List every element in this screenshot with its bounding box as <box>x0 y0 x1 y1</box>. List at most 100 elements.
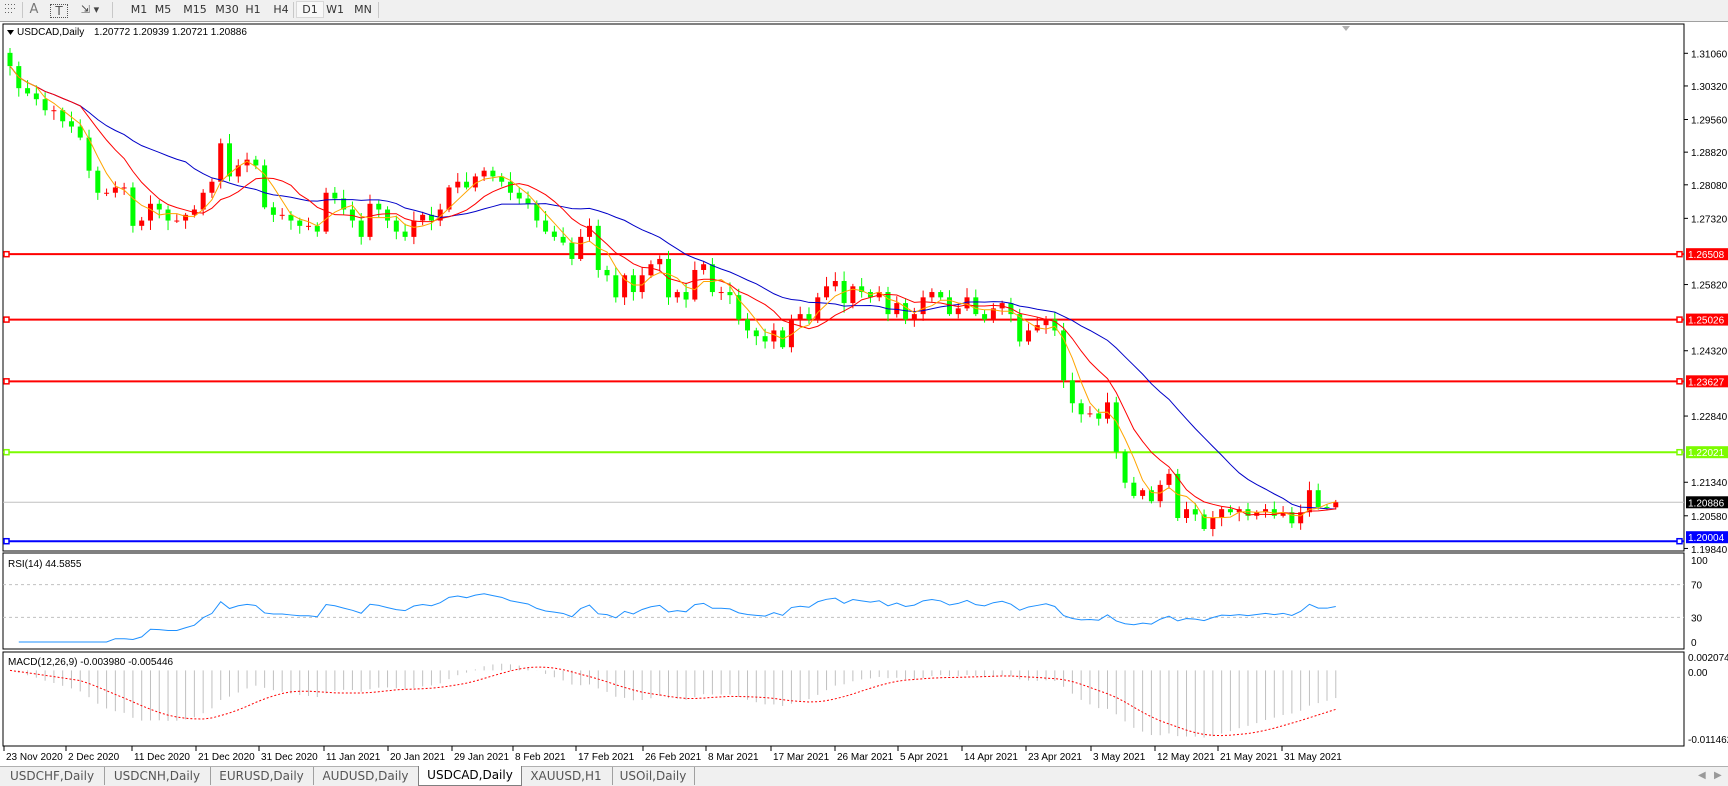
line-anchor-handle[interactable] <box>1676 316 1683 323</box>
tab-scroll-right-icon[interactable]: ▶ <box>1714 770 1722 781</box>
candle-body <box>771 330 777 342</box>
price-pane[interactable]: 1.31060 1.30320 1.29560 1.28820 1.28080 1.273… <box>2 23 1728 556</box>
line-anchor-handle[interactable] <box>1676 448 1683 456</box>
candle-body <box>314 225 320 232</box>
candle <box>516 187 522 205</box>
candle-body <box>1087 413 1093 415</box>
candle-body <box>270 207 276 215</box>
candle-body <box>1078 403 1084 415</box>
date-label: 21 Dec 2020 <box>198 752 255 763</box>
timeframe-m15[interactable]: M15 <box>183 3 207 16</box>
bid-price-label: 1.20886 <box>1688 498 1725 509</box>
line-anchor-handle[interactable] <box>1676 537 1683 545</box>
toolbar-separator <box>112 2 113 18</box>
candle-body <box>499 176 505 182</box>
candle <box>1184 501 1190 523</box>
candle-body <box>1184 509 1190 518</box>
candle <box>1061 322 1067 388</box>
chart-tab[interactable]: XAUUSD,H1 <box>520 767 613 785</box>
rsi-pane-frame <box>2 552 1685 650</box>
timeframe-w1[interactable]: W1 <box>326 3 344 16</box>
candle-body <box>894 303 900 315</box>
chart-tab[interactable]: AUDUSD,Daily <box>313 767 419 785</box>
candle <box>824 276 830 301</box>
candle <box>736 288 742 325</box>
candle-body <box>393 220 399 232</box>
chart-tab[interactable]: USOil,Daily <box>612 767 695 785</box>
candle-body <box>60 110 66 122</box>
candle <box>1219 506 1225 527</box>
timeframe-d1[interactable]: D1 <box>296 1 324 18</box>
candle <box>499 173 505 187</box>
candle <box>832 272 838 292</box>
line-price-label: 1.26508 <box>1688 250 1725 261</box>
candle-body <box>1017 314 1023 342</box>
date-label: 29 Jan 2021 <box>454 752 509 763</box>
candle-body <box>990 308 996 320</box>
rsi-pane[interactable]: RSI(14) 44.5855 100 70 30 0 <box>2 552 1708 650</box>
candle-body <box>1061 330 1067 381</box>
line-anchor-handle[interactable] <box>1676 250 1683 258</box>
timeframe-m30[interactable]: M30 <box>215 3 239 16</box>
candle-body <box>745 319 751 331</box>
chart-shift-marker-icon[interactable] <box>1342 26 1350 31</box>
chart-tab[interactable]: USDCNH,Daily <box>104 767 211 785</box>
candle <box>578 229 584 261</box>
candle-body <box>929 292 935 298</box>
grid-icon[interactable] <box>2 2 20 18</box>
line-price-box <box>1686 531 1728 544</box>
candle-body <box>104 192 110 194</box>
text-icon[interactable]: A <box>29 2 39 17</box>
chart-tab[interactable]: USDCAD,Daily <box>418 766 522 786</box>
candle-body <box>560 236 566 243</box>
candle <box>393 215 399 240</box>
candle <box>885 286 891 322</box>
line-price-box <box>1686 375 1728 388</box>
candle-body <box>358 220 364 237</box>
candle <box>1069 372 1075 413</box>
line-anchor-handle[interactable] <box>3 316 10 323</box>
macd-pane[interactable]: MACD(12,26,9) -0.003980 -0.005446 0.0020… <box>2 651 1728 747</box>
chart-tab[interactable]: USDCHF,Daily <box>0 767 105 785</box>
arrows-icon[interactable]: ⇲ ▾ <box>80 3 100 16</box>
line-anchor-handle[interactable] <box>3 537 10 545</box>
candle <box>771 323 777 349</box>
timeframe-h1[interactable]: H1 <box>245 3 261 16</box>
date-label: 21 May 2021 <box>1220 752 1278 763</box>
line-anchor-handle[interactable] <box>3 448 10 456</box>
line-anchor-handle[interactable] <box>3 378 10 385</box>
candle <box>894 296 900 318</box>
chart-tab[interactable]: EURUSD,Daily <box>210 767 314 785</box>
candle <box>121 182 127 195</box>
candle-body <box>569 242 575 259</box>
candle-body <box>86 137 92 171</box>
chart-window[interactable]: 1.31060 1.30320 1.29560 1.28820 1.28080 1.273… <box>0 22 1728 766</box>
line-anchor-handle[interactable] <box>1676 378 1683 385</box>
timeframe-h4[interactable]: H4 <box>273 3 289 16</box>
collapse-triangle-icon[interactable] <box>7 30 14 35</box>
candle-body <box>1025 330 1031 342</box>
tab-scroll-left-icon[interactable]: ◀ <box>1698 770 1706 781</box>
candle <box>1315 483 1321 510</box>
candle <box>639 266 645 299</box>
candle-body <box>1263 509 1269 513</box>
candle <box>1324 504 1330 511</box>
candle-body <box>25 88 31 94</box>
timeframe-mn[interactable]: MN <box>354 3 372 16</box>
date-label: 23 Apr 2021 <box>1028 752 1082 763</box>
candle <box>437 203 443 227</box>
line-anchor-handle[interactable] <box>3 250 10 258</box>
candle-body <box>1280 512 1286 516</box>
candle-body <box>1069 380 1075 404</box>
candle-body <box>1131 482 1137 496</box>
candle-body <box>297 220 303 226</box>
candle <box>560 227 566 246</box>
timeframe-m5[interactable]: M5 <box>154 3 172 16</box>
timeframe-m1[interactable]: M1 <box>130 3 148 16</box>
moving-averages <box>9 65 1336 519</box>
candle-body <box>262 165 268 208</box>
text-label-icon[interactable]: T <box>50 4 68 18</box>
candle-body <box>121 187 127 189</box>
candle-body <box>1175 473 1181 518</box>
candle <box>1166 468 1172 489</box>
